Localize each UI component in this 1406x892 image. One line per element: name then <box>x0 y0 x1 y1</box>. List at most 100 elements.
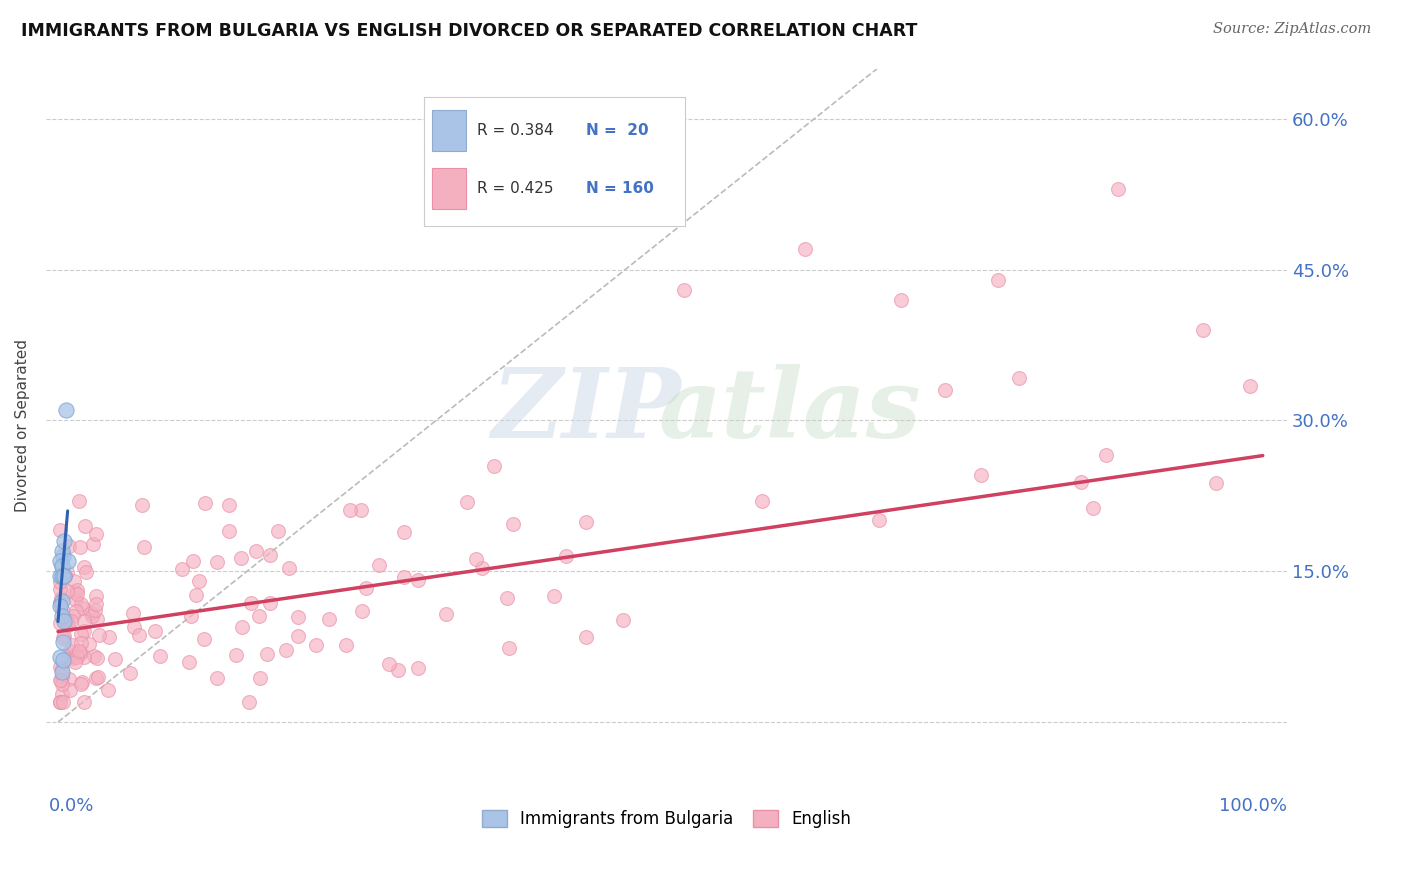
Point <box>356 581 378 595</box>
Point <box>267 524 290 538</box>
Point <box>51 669 73 683</box>
Point <box>49 554 72 568</box>
Point <box>794 243 817 257</box>
Point <box>1070 475 1092 489</box>
Point <box>1239 379 1261 393</box>
Point <box>84 589 107 603</box>
Point <box>49 695 72 709</box>
Point <box>72 601 94 615</box>
Point <box>132 541 155 555</box>
Point <box>65 655 87 669</box>
Point <box>56 554 79 568</box>
Point <box>67 494 90 508</box>
Point <box>180 609 202 624</box>
Point <box>55 403 77 417</box>
Point <box>60 638 83 652</box>
Point <box>53 534 76 549</box>
Point <box>56 566 79 580</box>
Point <box>502 516 524 531</box>
Point <box>49 673 72 687</box>
Point <box>335 638 357 652</box>
Point <box>51 544 73 558</box>
Point <box>456 495 478 509</box>
Point <box>392 570 415 584</box>
Point <box>868 514 890 528</box>
Point <box>63 584 86 599</box>
Point <box>79 606 101 620</box>
Point <box>751 494 773 508</box>
Point <box>53 652 76 666</box>
Point <box>49 599 72 614</box>
Point <box>79 637 101 651</box>
Point <box>65 649 87 664</box>
Point <box>277 561 299 575</box>
Point <box>53 569 76 583</box>
Point <box>69 636 91 650</box>
Point <box>49 569 72 583</box>
Point <box>62 609 84 624</box>
Point <box>83 649 105 664</box>
Point <box>70 597 93 611</box>
Point <box>218 498 240 512</box>
Point <box>52 631 75 645</box>
Point <box>1095 448 1118 462</box>
Point <box>82 537 104 551</box>
Point <box>205 555 228 569</box>
Point <box>259 548 281 562</box>
Point <box>194 496 217 510</box>
Point <box>434 607 457 621</box>
Point <box>51 676 73 690</box>
Y-axis label: Divorced or Separated: Divorced or Separated <box>15 339 30 512</box>
Point <box>122 607 145 621</box>
Point <box>63 574 86 588</box>
Point <box>482 458 505 473</box>
Point <box>51 609 73 624</box>
Point <box>287 629 309 643</box>
Point <box>66 582 89 597</box>
Point <box>65 604 87 618</box>
Text: atlas: atlas <box>659 364 922 458</box>
Point <box>287 610 309 624</box>
Point <box>49 660 72 674</box>
Point <box>181 554 204 568</box>
Point <box>205 671 228 685</box>
Text: 100.0%: 100.0% <box>1219 797 1286 815</box>
Point <box>86 651 108 665</box>
Point <box>52 569 75 583</box>
Point <box>406 661 429 675</box>
Point <box>53 615 76 629</box>
Point <box>471 561 494 575</box>
Text: Source: ZipAtlas.com: Source: ZipAtlas.com <box>1212 22 1371 37</box>
Point <box>51 559 73 574</box>
Point <box>59 614 82 628</box>
Point <box>498 641 520 656</box>
Point <box>368 558 391 573</box>
Point <box>51 559 73 574</box>
Point <box>59 682 82 697</box>
Point <box>52 653 75 667</box>
Point <box>186 588 208 602</box>
Point <box>970 467 993 482</box>
Point <box>673 283 696 297</box>
Point <box>73 614 96 628</box>
Point <box>51 602 73 616</box>
Text: IMMIGRANTS FROM BULGARIA VS ENGLISH DIVORCED OR SEPARATED CORRELATION CHART: IMMIGRANTS FROM BULGARIA VS ENGLISH DIVO… <box>21 22 918 40</box>
Point <box>84 603 107 617</box>
Point <box>1191 323 1213 337</box>
Point <box>49 574 72 589</box>
Point <box>73 695 96 709</box>
Point <box>87 627 110 641</box>
Point <box>86 670 108 684</box>
Point <box>555 549 578 564</box>
Point <box>387 663 409 677</box>
Point <box>339 503 361 517</box>
Point <box>143 624 166 638</box>
Point <box>65 647 87 661</box>
Point <box>52 634 75 648</box>
Point <box>193 632 215 647</box>
Point <box>256 647 278 661</box>
Point <box>378 657 401 672</box>
Point <box>66 587 89 601</box>
Point <box>58 618 80 632</box>
Point <box>274 643 297 657</box>
